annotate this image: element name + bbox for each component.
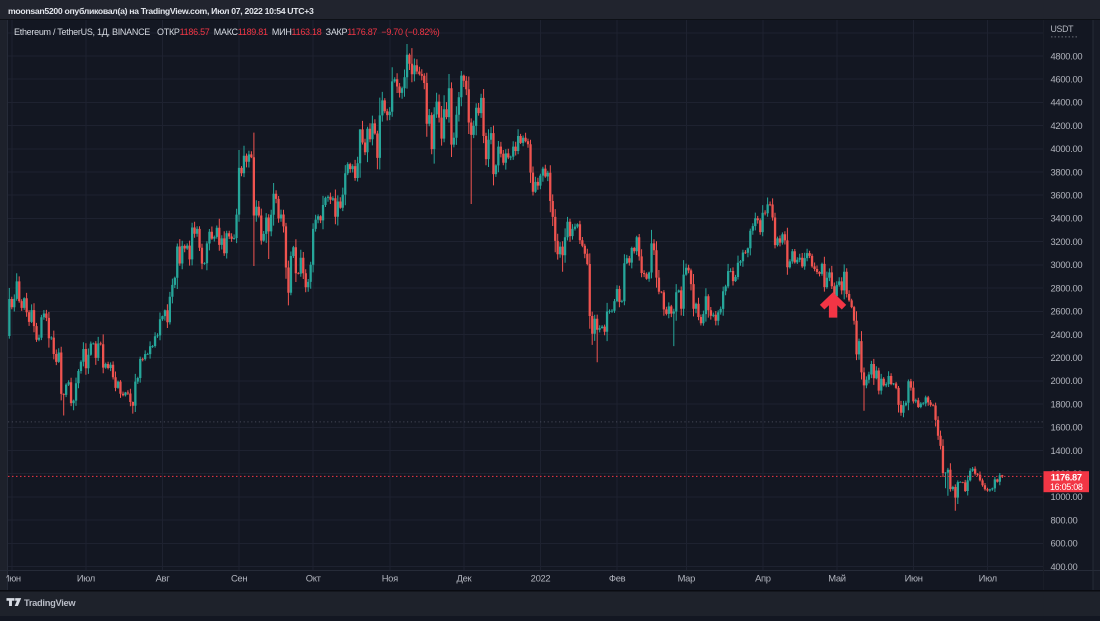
svg-text:Май: Май — [828, 573, 846, 584]
svg-text:3600.00: 3600.00 — [1051, 190, 1083, 201]
svg-text:1176.87: 1176.87 — [1051, 472, 1082, 482]
svg-text:Сен: Сен — [231, 573, 247, 584]
svg-text:800.00: 800.00 — [1051, 515, 1078, 526]
svg-text:Мар: Мар — [678, 573, 696, 584]
svg-text:400.00: 400.00 — [1051, 561, 1078, 572]
svg-text:TradingView: TradingView — [24, 598, 76, 608]
svg-text:4200.00: 4200.00 — [1051, 120, 1083, 131]
svg-text:2022: 2022 — [531, 573, 551, 584]
svg-text:4000.00: 4000.00 — [1051, 143, 1083, 154]
svg-text:2600.00: 2600.00 — [1051, 306, 1083, 317]
svg-text:16:05:08: 16:05:08 — [1050, 482, 1083, 492]
svg-text:Июн: Июн — [905, 573, 923, 584]
svg-text:ОТКР1186.57 МАКС1189.81 МИН116: ОТКР1186.57 МАКС1189.81 МИН1163.18 ЗАКР1… — [157, 27, 440, 37]
svg-text:4400.00: 4400.00 — [1051, 97, 1083, 108]
svg-text:Авг: Авг — [156, 573, 171, 584]
svg-text:Апр: Апр — [755, 573, 771, 584]
svg-text:1000.00: 1000.00 — [1051, 491, 1083, 502]
svg-text:4800.00: 4800.00 — [1051, 50, 1083, 61]
svg-text:1400.00: 1400.00 — [1051, 445, 1083, 456]
svg-text:2000.00: 2000.00 — [1051, 375, 1083, 386]
svg-text:3800.00: 3800.00 — [1051, 166, 1083, 177]
svg-text:Ethereum / TetherUS, 1Д, BINAN: Ethereum / TetherUS, 1Д, BINANCE — [14, 27, 150, 37]
svg-text:Июл: Июл — [979, 573, 997, 584]
svg-text:Фев: Фев — [609, 573, 626, 584]
svg-text:1600.00: 1600.00 — [1051, 422, 1083, 433]
svg-text:2800.00: 2800.00 — [1051, 282, 1083, 293]
svg-text:Июл: Июл — [77, 573, 95, 584]
svg-text:2400.00: 2400.00 — [1051, 329, 1083, 340]
svg-text:3200.00: 3200.00 — [1051, 236, 1083, 247]
svg-text:3000.00: 3000.00 — [1051, 259, 1083, 270]
svg-text:moonsan5200 опубликовал(а) на: moonsan5200 опубликовал(а) на TradingVie… — [8, 6, 314, 16]
svg-text:600.00: 600.00 — [1051, 538, 1078, 549]
svg-text:Дек: Дек — [457, 573, 473, 584]
svg-text:Окт: Окт — [306, 573, 322, 584]
svg-text:1800.00: 1800.00 — [1051, 398, 1083, 409]
svg-text:2200.00: 2200.00 — [1051, 352, 1083, 363]
svg-text:Ноя: Ноя — [382, 573, 398, 584]
svg-text:4600.00: 4600.00 — [1051, 74, 1083, 85]
svg-text:3400.00: 3400.00 — [1051, 213, 1083, 224]
svg-text:USDT: USDT — [1051, 24, 1075, 34]
